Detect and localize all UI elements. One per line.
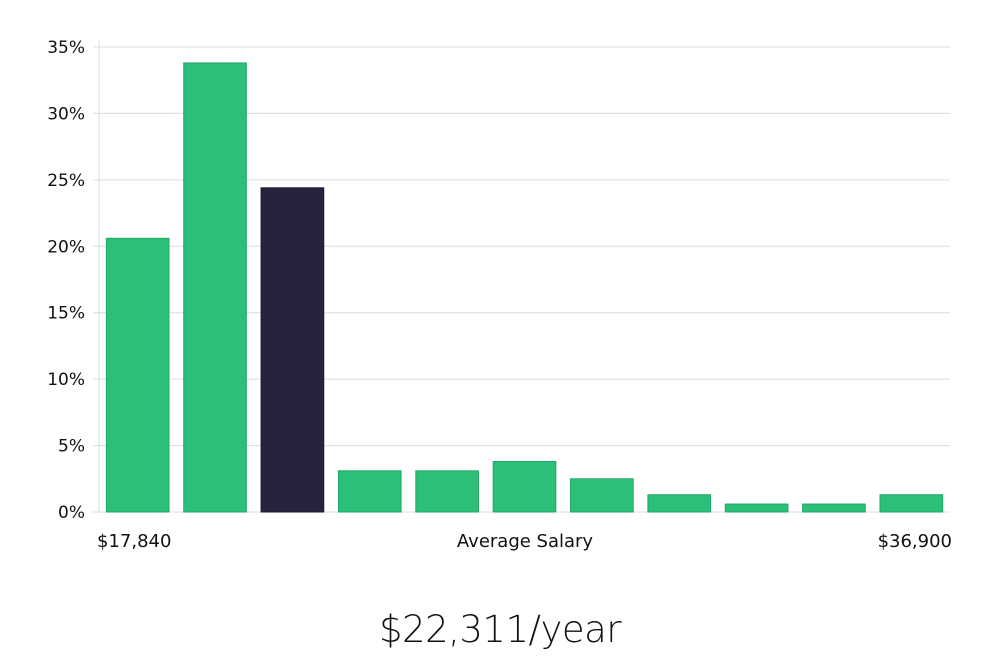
y-tick-label: 30% [47,104,85,124]
bar [802,503,866,513]
bar-highlighted [260,187,325,513]
y-tick-label: 0% [58,503,85,523]
x-max-label: $36,900 [878,531,952,552]
bar [647,494,712,513]
bar [492,461,557,513]
bar [337,470,402,513]
bar [415,470,479,513]
bar [724,503,789,513]
salary-histogram: 0% 5% 10% 15% 20% 25% 30% 35% $17,840 Average S… [47,38,952,552]
average-salary-value: $22,311/year [378,608,622,651]
y-tick-label: 15% [47,304,85,324]
y-tick-label: 35% [47,38,85,58]
y-tick-label: 10% [47,370,85,390]
x-axis-title: Average Salary [457,531,594,552]
bar [879,494,944,513]
bar [570,478,634,513]
bar [105,237,170,513]
x-min-label: $17,840 [97,531,171,552]
bars [105,62,944,513]
y-tick-label: 25% [47,171,85,191]
y-tick-label: 20% [47,237,85,257]
bar [183,62,247,513]
y-axis-ticks: 0% 5% 10% 15% 20% 25% 30% 35% [47,38,85,523]
y-tick-label: 5% [58,437,85,457]
